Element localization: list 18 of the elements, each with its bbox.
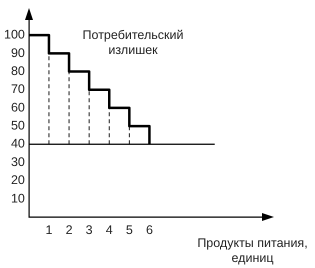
x-tick-label: 6: [146, 222, 153, 237]
x-axis-title: Продукты питания, единиц: [196, 236, 309, 266]
y-tick-label: 100: [4, 28, 25, 42]
y-tick-label: 10: [10, 191, 25, 206]
y-tick-label: 70: [10, 82, 25, 96]
y-tick-label: 40: [10, 136, 25, 151]
x-tick-label: 2: [66, 222, 73, 237]
y-tick-label: 50: [10, 118, 25, 133]
x-tick-label: 4: [106, 222, 113, 237]
y-tick-label: 30: [10, 154, 25, 169]
y-tick-label: 90: [10, 46, 25, 60]
y-tick-label: 20: [10, 173, 25, 188]
y-tick-label: 60: [10, 100, 25, 114]
y-tick-label: 80: [10, 64, 25, 78]
x-tick-label: 5: [126, 222, 133, 237]
x-tick-label: 3: [86, 222, 93, 237]
x-tick-label: 1: [45, 222, 52, 237]
annotation: Потребительский излишек: [82, 28, 184, 58]
